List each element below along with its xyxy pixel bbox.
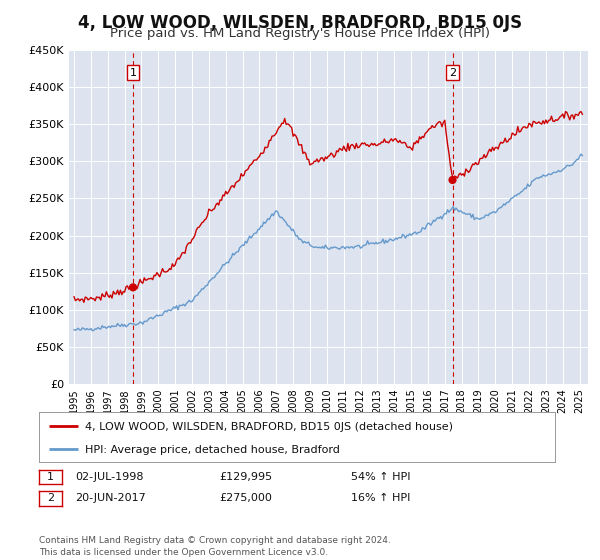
Text: 16% ↑ HPI: 16% ↑ HPI [351,493,410,503]
Text: £129,995: £129,995 [219,472,272,482]
Text: 4, LOW WOOD, WILSDEN, BRADFORD, BD15 0JS: 4, LOW WOOD, WILSDEN, BRADFORD, BD15 0JS [78,14,522,32]
Text: 2: 2 [47,493,54,503]
Text: 4, LOW WOOD, WILSDEN, BRADFORD, BD15 0JS (detached house): 4, LOW WOOD, WILSDEN, BRADFORD, BD15 0JS… [85,422,454,432]
Text: HPI: Average price, detached house, Bradford: HPI: Average price, detached house, Brad… [85,445,340,455]
Text: £275,000: £275,000 [219,493,272,503]
Text: 02-JUL-1998: 02-JUL-1998 [75,472,143,482]
Point [448,175,457,184]
Text: 2: 2 [449,68,456,78]
Text: 1: 1 [130,68,137,78]
Text: 54% ↑ HPI: 54% ↑ HPI [351,472,410,482]
Point [128,283,138,292]
Text: 20-JUN-2017: 20-JUN-2017 [75,493,146,503]
Text: Price paid vs. HM Land Registry's House Price Index (HPI): Price paid vs. HM Land Registry's House … [110,27,490,40]
Text: 1: 1 [47,472,54,482]
Text: Contains HM Land Registry data © Crown copyright and database right 2024.
This d: Contains HM Land Registry data © Crown c… [39,536,391,557]
